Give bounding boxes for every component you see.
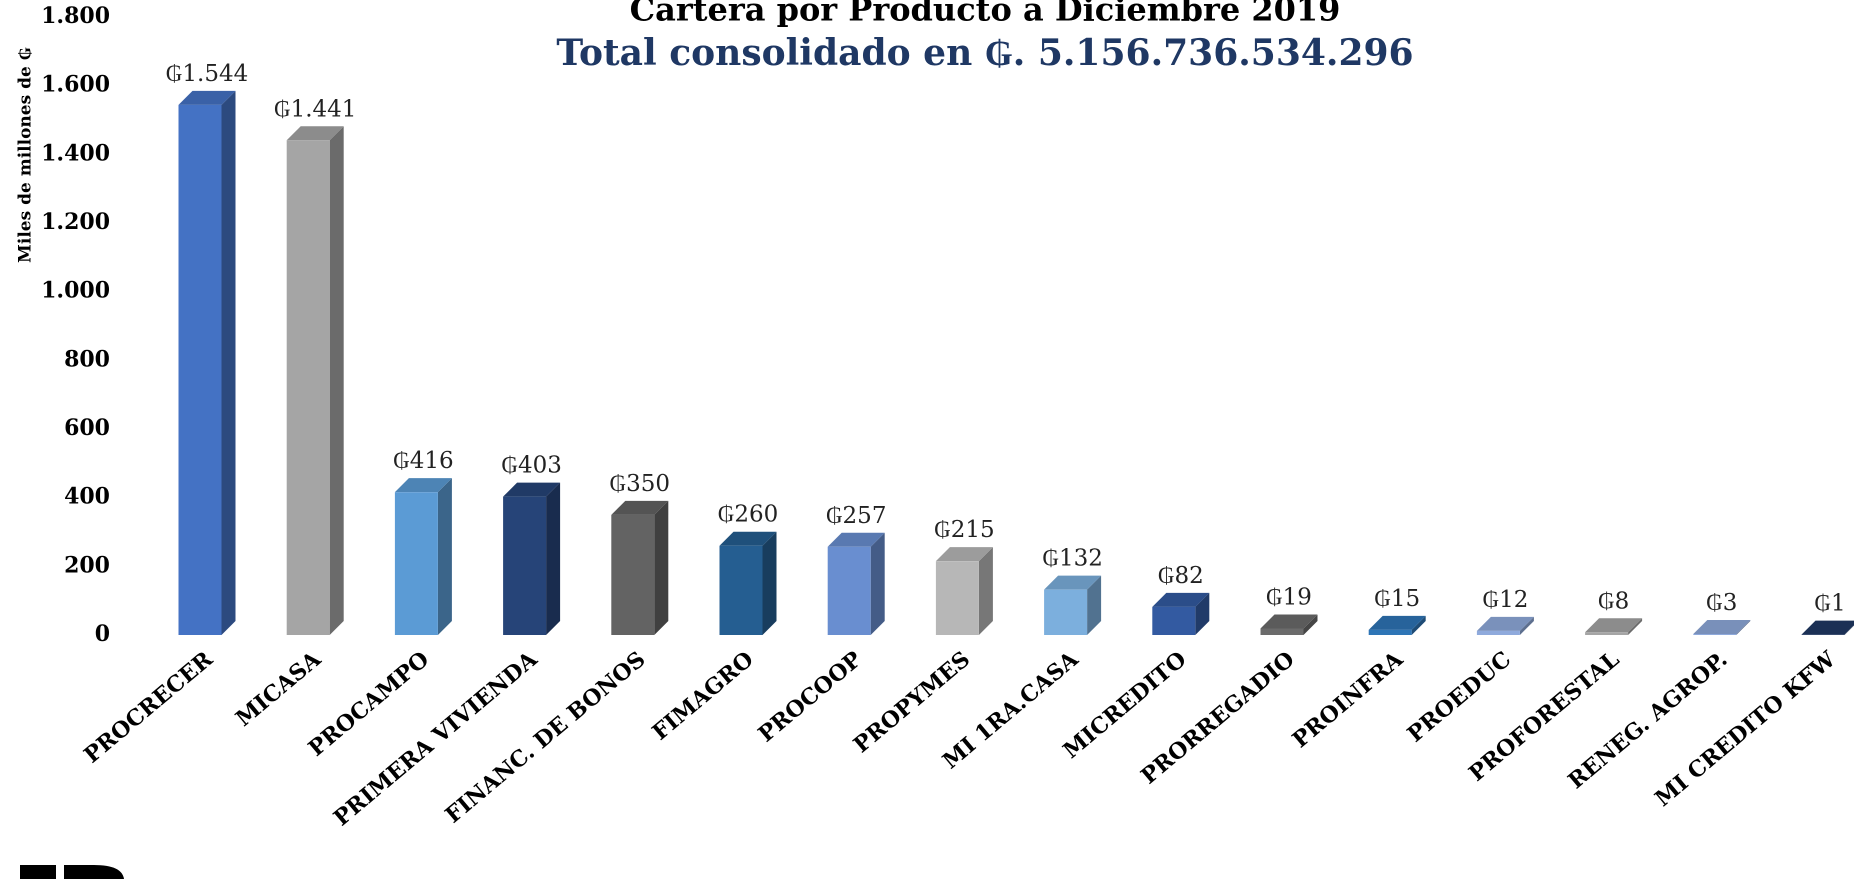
bar — [827, 546, 871, 635]
bar — [394, 492, 438, 635]
bar-side — [1736, 619, 1751, 635]
value-label: ₲132 — [1042, 546, 1103, 572]
x-tick-label: PROINFRA — [1287, 646, 1408, 754]
bar-top — [935, 547, 993, 562]
y-tick-label: 800 — [64, 346, 110, 372]
bar-top — [1152, 592, 1210, 607]
y-tick-label: 400 — [64, 484, 110, 510]
bar-top — [1368, 615, 1426, 630]
x-tick-label: MI CREDITO KFW — [1650, 646, 1841, 812]
bar — [719, 545, 763, 635]
bar — [935, 561, 979, 635]
y-tick-label: 1.800 — [41, 3, 110, 29]
chart-subtitle: Total consolidado en ₲. 5.156.736.534.29… — [556, 32, 1413, 74]
value-label: ₲3 — [1706, 590, 1737, 616]
bar-side — [1519, 616, 1534, 635]
bar-side — [546, 482, 561, 635]
x-tick-label: PROEDUC — [1402, 646, 1516, 747]
bar-side — [870, 532, 885, 635]
bar-top — [1260, 614, 1318, 629]
bar-top — [503, 482, 561, 497]
bar-top — [719, 531, 777, 546]
x-tick-label: MICASA — [231, 646, 327, 732]
bar — [1152, 606, 1196, 635]
value-label: ₲19 — [1266, 584, 1312, 610]
value-label: ₲12 — [1482, 587, 1528, 613]
chart-title: Cartera por Producto a Diciembre 2019 — [630, 0, 1341, 29]
y-tick-label: 1.600 — [41, 72, 110, 98]
x-tick-label: FIMAGRO — [647, 646, 758, 745]
bar-top — [394, 478, 452, 493]
bar — [1476, 630, 1520, 635]
bar-side — [1628, 618, 1643, 635]
value-label: ₲1.544 — [166, 61, 248, 87]
value-label: ₲257 — [826, 503, 887, 529]
x-tick-label: FINANC. DE BONOS — [440, 646, 650, 828]
bar — [1585, 632, 1629, 635]
bar-top — [1044, 575, 1102, 590]
bar-side — [1411, 615, 1426, 635]
bar — [503, 496, 547, 635]
bar-top — [827, 532, 885, 547]
bar — [611, 514, 655, 635]
bar — [1368, 629, 1412, 635]
y-tick-label: 1.400 — [41, 140, 110, 166]
bar — [286, 140, 330, 636]
bar-side — [978, 547, 993, 635]
bar-side — [654, 500, 669, 635]
bar — [1260, 628, 1304, 635]
value-label: ₲1 — [1814, 591, 1845, 617]
x-tick-label: PROCRECER — [79, 646, 218, 769]
logo — [20, 865, 124, 879]
y-tick-label: 1.200 — [41, 209, 110, 235]
bar — [178, 104, 222, 636]
y-tick-label: 200 — [64, 552, 110, 578]
bar-side — [437, 478, 452, 635]
x-tick-label: PROCOOP — [753, 646, 867, 747]
bar-top — [1476, 616, 1534, 631]
bar-side — [1087, 575, 1102, 635]
value-label: ₲8 — [1598, 588, 1629, 614]
bar-side — [1195, 592, 1210, 635]
value-label: ₲416 — [393, 448, 454, 474]
bar-top — [178, 90, 236, 105]
bar-side — [329, 126, 344, 636]
bar — [1693, 633, 1737, 635]
value-label: ₲15 — [1374, 586, 1420, 612]
bar-side — [762, 531, 777, 635]
value-label: ₲215 — [934, 517, 995, 543]
bar-top — [1801, 620, 1854, 635]
bar-top — [611, 500, 669, 515]
bar-side — [1844, 625, 1854, 635]
value-label: ₲1.441 — [274, 96, 356, 122]
bar-side — [221, 90, 236, 636]
value-label: ₲403 — [501, 453, 562, 479]
bar-top — [1693, 619, 1751, 634]
bar — [1044, 589, 1088, 635]
y-tick-label: 1.000 — [41, 278, 110, 304]
y-tick-label: 600 — [64, 415, 110, 441]
y-axis-label: Miles de millones de ₲ — [16, 47, 36, 263]
bar-top — [1585, 618, 1643, 633]
bar-top — [286, 126, 344, 141]
value-label: ₲260 — [718, 502, 779, 528]
y-tick-label: 0 — [95, 621, 110, 647]
bar-side — [1303, 614, 1318, 635]
value-label: ₲350 — [610, 471, 671, 497]
value-label: ₲82 — [1158, 563, 1204, 589]
x-tick-label: PRIMERA VIVIENDA — [329, 646, 543, 832]
